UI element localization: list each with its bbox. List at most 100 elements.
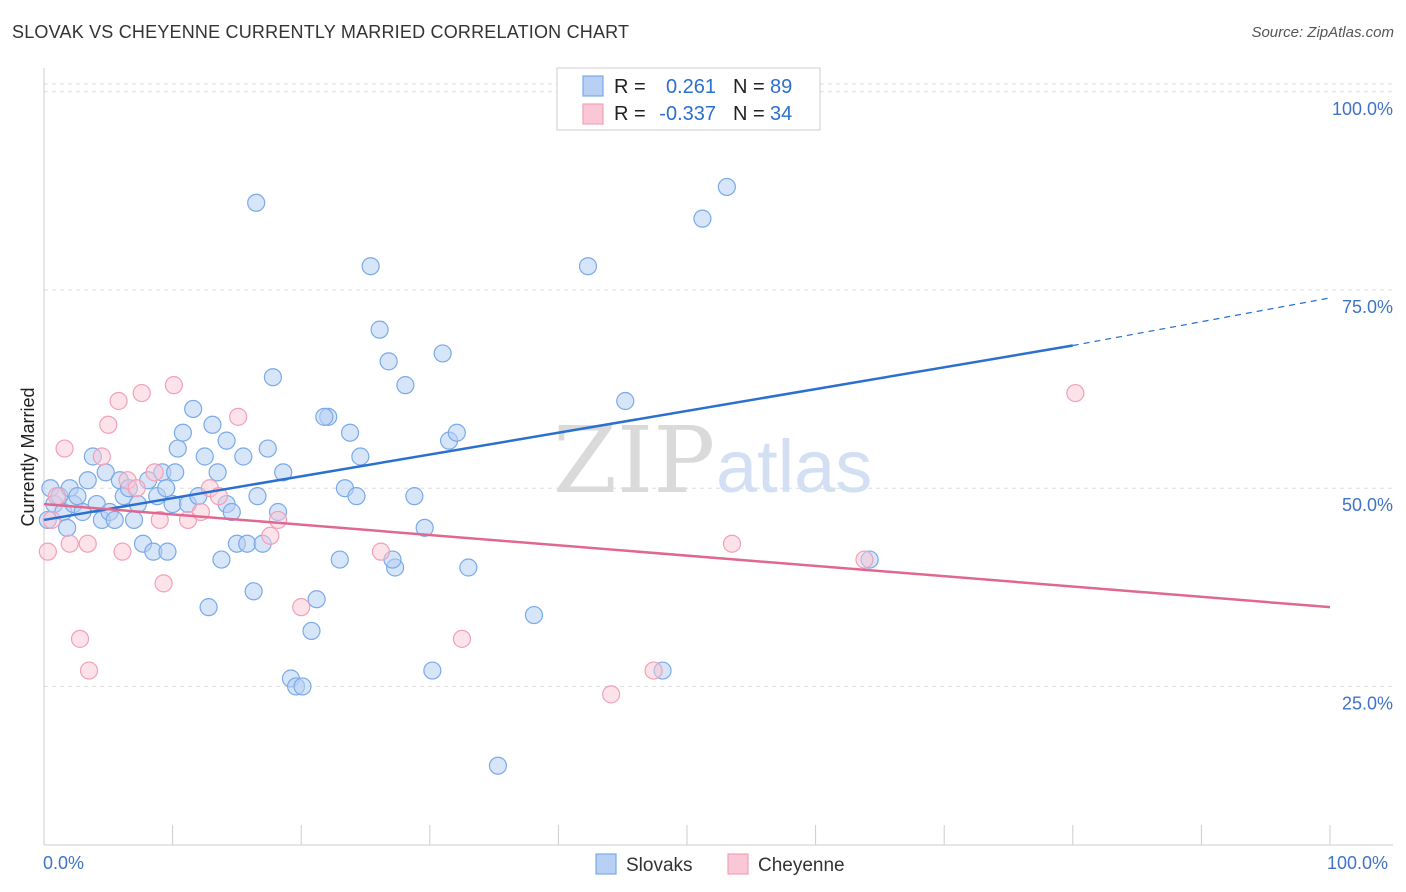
slovak-point: [58, 518, 77, 537]
slovak-point: [248, 487, 267, 506]
slovak-point: [315, 407, 334, 426]
cheyenne-point: [602, 685, 621, 704]
slovak-point: [195, 447, 214, 466]
slovak-trend-line: [43, 344, 1074, 522]
legend-r-label-2: R =: [614, 103, 646, 125]
slovak-point: [105, 510, 124, 530]
watermark-atlas: atlas: [716, 425, 872, 508]
slovak-point: [616, 391, 635, 411]
slovak-point: [307, 590, 326, 609]
slovak-point: [258, 439, 277, 458]
slovak-point: [347, 487, 366, 506]
slovak-point: [379, 352, 398, 371]
cheyenne-point: [113, 542, 132, 561]
legend-n-value-2: 34: [770, 103, 792, 125]
slovak-point: [166, 463, 185, 482]
y-tick-label: 25.0%: [1342, 693, 1393, 713]
legend-n-value-1: 89: [770, 76, 792, 98]
axes: [43, 68, 1393, 846]
cheyenne-point: [92, 447, 111, 466]
cheyenne-point: [722, 534, 742, 553]
cheyenne-point: [164, 376, 183, 395]
cheyenne-point: [55, 439, 74, 458]
cheyenne-point: [1066, 383, 1085, 403]
slovak-point: [302, 621, 321, 641]
slovak-point: [68, 487, 87, 506]
x-tick-label-max: 100.0%: [1327, 853, 1388, 873]
watermark: ZIP atlas: [553, 407, 872, 514]
chart-source: Source: ZipAtlas.com: [1251, 24, 1394, 41]
y-tick-label: 50.0%: [1342, 495, 1393, 515]
legend-r-label-1: R =: [614, 76, 646, 98]
legend-r-value-1: 0.261: [666, 76, 716, 98]
slovak-point: [459, 558, 478, 577]
slovak-point: [717, 177, 736, 197]
slovak-point: [217, 431, 236, 450]
x-ticks: [172, 825, 1331, 845]
slovak-point: [212, 550, 231, 569]
slovak-point: [396, 376, 415, 395]
slovak-point: [244, 582, 263, 601]
legend-box: R = 0.261 N = 89 R = -0.337 N = 34: [556, 67, 821, 131]
slovak-point: [199, 598, 218, 617]
slovak-point: [168, 439, 187, 458]
cheyenne-point: [127, 479, 146, 498]
y-tick-labels: 25.0% 50.0% 75.0% 100.0%: [1332, 99, 1393, 714]
slovak-point: [415, 518, 434, 537]
slovak-point: [173, 423, 192, 442]
bottom-legend-label-slovaks: Slovaks: [626, 855, 693, 876]
slovak-point: [447, 423, 466, 442]
slovak-point: [208, 463, 227, 482]
slovak-point: [222, 502, 241, 522]
slovak-point: [158, 542, 177, 561]
cheyenne-point: [78, 534, 97, 553]
slovak-point: [433, 344, 452, 363]
cheyenne-point: [150, 510, 169, 530]
cheyenne-point: [229, 407, 248, 426]
cheyenne-trend-line: [43, 502, 1331, 609]
cheyenne-point: [145, 463, 164, 482]
trend-lines: [43, 297, 1331, 609]
cheyenne-point: [38, 542, 57, 561]
x-tick-label-min: 0.0%: [43, 853, 84, 873]
cheyenne-point: [154, 574, 173, 593]
slovak-point: [184, 399, 203, 419]
cheyenne-point: [371, 542, 391, 561]
slovak-point: [370, 320, 389, 339]
y-axis-label: Currently Married: [18, 387, 38, 526]
cheyenne-point: [79, 661, 99, 680]
chart-title: SLOVAK VS CHEYENNE CURRENTLY MARRIED COR…: [12, 22, 630, 42]
y-tick-label: 75.0%: [1342, 297, 1393, 317]
legend-swatch-slovaks: [582, 75, 604, 97]
slovak-point: [203, 415, 222, 434]
slovak-point: [488, 756, 508, 775]
slovak-point: [361, 257, 380, 276]
y-tick-label: 100.0%: [1332, 99, 1393, 119]
bottom-legend: Slovaks Cheyenne: [595, 853, 845, 876]
bottom-legend-swatch-cheyenne: [727, 853, 749, 875]
cheyenne-point: [292, 598, 311, 617]
cheyenne-point: [99, 415, 118, 434]
slovak-point: [274, 463, 293, 482]
slovak-point: [234, 447, 253, 466]
slovak-point: [340, 423, 360, 442]
cheyenne-points: [38, 376, 1085, 704]
slovak-point: [578, 257, 598, 276]
slovak-point: [157, 479, 176, 498]
slovak-point: [238, 534, 257, 553]
cheyenne-point: [452, 629, 472, 648]
bottom-legend-swatch-slovaks: [595, 853, 617, 875]
cheyenne-point: [644, 661, 663, 680]
bottom-legend-label-cheyenne: Cheyenne: [758, 855, 845, 876]
cheyenne-point: [70, 629, 90, 648]
cheyenne-point: [132, 383, 151, 403]
watermark-zip: ZIP: [553, 407, 715, 514]
legend-swatch-cheyenne: [582, 103, 604, 125]
cheyenne-point: [60, 534, 79, 553]
slovak-point: [124, 510, 144, 530]
slovak-point: [293, 677, 312, 696]
legend-n-label-1: N =: [733, 76, 765, 98]
slovak-point: [330, 550, 349, 569]
cheyenne-point: [261, 526, 280, 545]
